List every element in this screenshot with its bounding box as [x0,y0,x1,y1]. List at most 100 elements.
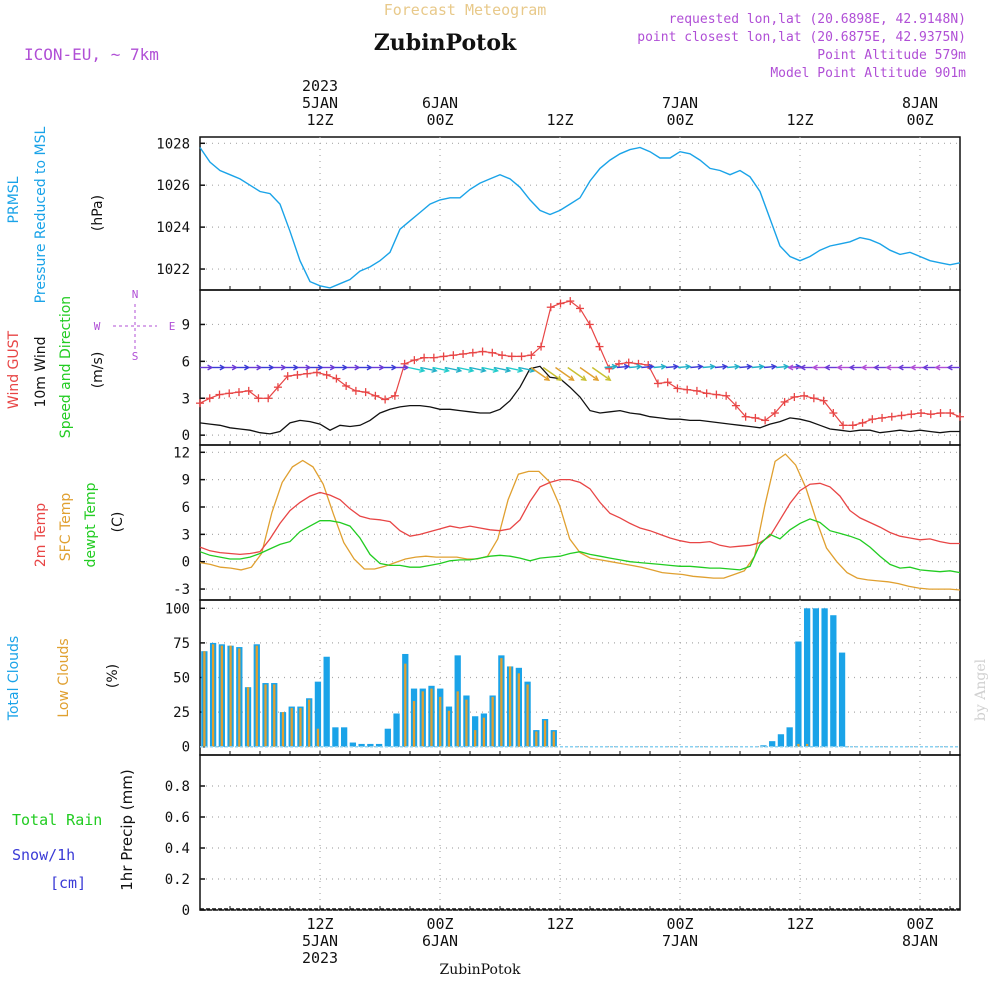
bottom-axis-label: 12Z [546,915,573,933]
closest-coords: point closest lon,lat (20.6875E, 42.9375… [637,30,966,45]
wind-direction-arrow [872,364,887,371]
arrow-head [244,364,251,371]
low-cloud-bar [203,651,206,747]
gust-marker [780,397,789,406]
compass-north: N [132,288,139,301]
arrow-head [860,364,867,371]
watermark: by Angel [973,658,989,721]
gust-marker [488,348,497,357]
wind-direction-arrow [542,366,563,381]
gust-marker [498,351,507,360]
bottom-axis-label: 7JAN [662,932,698,950]
arrow-shaft [494,366,510,372]
temp-unit: (C) [110,512,126,533]
wind-direction-arrow [934,364,948,371]
arrow-shaft [628,365,642,369]
gust-marker [702,389,711,398]
bottom-axis-label: 00Z [666,915,693,933]
arrow-shaft [518,366,535,372]
wind-direction-arrow [224,364,238,371]
gust-marker [400,359,409,368]
arrow-head [592,375,600,381]
wind-direction-arrow [946,364,960,371]
ytick-label: 1026 [156,178,190,194]
arrow-head [468,367,475,373]
total-cloud-bar [760,745,767,747]
gust-marker [673,384,682,393]
wind-direction-arrow [420,366,438,373]
total-cloud-bar [323,656,330,747]
total-cloud-bar [340,727,348,747]
arrow-head [207,364,214,371]
wind-direction-arrow [604,363,618,370]
arrow-shaft [776,365,789,369]
low-cloud-bar [430,688,433,747]
wind-direction-arrow [897,364,911,371]
gust-marker [254,394,263,403]
arrow-head [378,364,386,371]
ytick-label: 1024 [156,220,190,236]
model-name: ICON-EU, ~ 7km [24,45,159,64]
wind-direction-arrow [249,364,263,371]
arrow-shaft [542,366,562,381]
wind-direction-arrow [261,364,275,371]
pressure-line [199,146,961,289]
low-cloud-bar [805,743,809,747]
arrow-head [280,364,288,371]
pressure-label-1: PRMSL [6,176,22,223]
gust-marker [371,391,380,400]
wind-direction-arrow [823,364,838,371]
wind-unit: (m/s) [90,352,106,389]
gust-marker [692,386,701,395]
clouds-unit: (%) [105,664,121,688]
gust-marker [839,421,848,430]
compass-south: S [132,350,139,363]
arrow-shaft [420,366,437,372]
arrow-head [342,364,349,371]
arrow-shaft [751,365,764,369]
gust-marker [507,352,516,361]
arrow-shaft [469,366,486,372]
arrow-head [660,363,667,370]
arrow-head [836,364,843,371]
top-axis-label: 00Z [906,111,933,129]
pressure-unit: (hPa) [90,195,106,231]
gust-marker [878,413,887,422]
snow-legend: Snow/1h [12,846,75,864]
wind-direction-arrow [909,364,924,371]
arrow-head [605,375,612,381]
gust-marker [809,394,818,403]
arrow-shaft [727,365,740,369]
arrow-shaft [408,366,425,372]
arrow-head [885,364,892,371]
wind-direction-arrow [212,364,226,371]
wind-direction-arrow [481,366,500,373]
dewpt-line [199,518,961,574]
low-cloud-bar [456,691,459,747]
gust-marker [322,370,331,379]
ytick-label: 0.8 [165,779,190,795]
arrow-head [329,364,337,371]
wind-direction-arrow [273,364,288,371]
ytick-label: 6 [182,354,190,370]
arrow-head [611,363,618,370]
ytick-label: 75 [173,636,190,652]
arrow-head [580,375,587,381]
gust-marker [858,418,867,427]
arrow-head [787,364,794,371]
arrow-shaft [714,365,727,369]
ytick-label: 9 [182,473,190,489]
panel-temperature: -3 0 3 6 9 12 [173,444,961,601]
gust-marker [478,347,487,356]
low-cloud-bar [508,666,512,747]
model-altitude: Model Point Altitude 901m [770,66,966,81]
gust-marker [332,374,341,383]
gust-marker [770,409,779,418]
ytick-label: 9 [182,317,190,333]
total-cloud-bar [769,741,776,747]
wind-direction-arrow [432,366,450,373]
arrow-head [758,363,766,370]
low-cloud-bar [474,730,477,747]
station-name: ZubinPotok [374,30,517,56]
